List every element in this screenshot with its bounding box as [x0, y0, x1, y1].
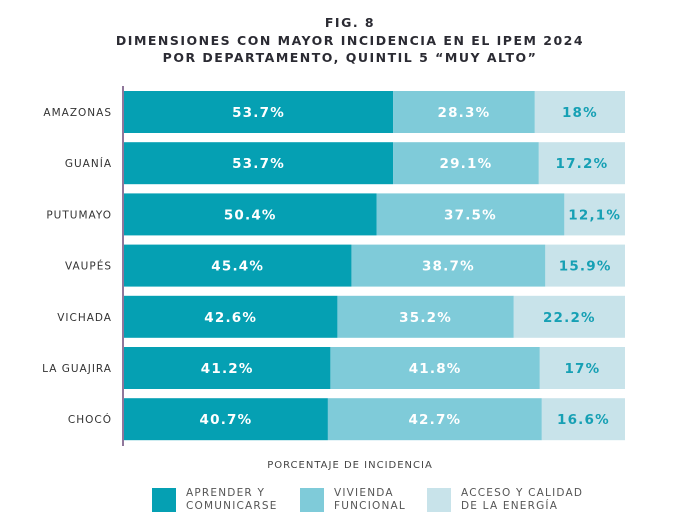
data-label: 28.3% — [438, 105, 491, 121]
bar-segment — [376, 193, 565, 236]
bar-segment — [124, 91, 394, 133]
data-label: 15.9% — [559, 259, 612, 275]
bar-segment — [330, 347, 540, 389]
category-label: CHOCÓ — [68, 413, 112, 426]
bar-segment — [393, 142, 539, 185]
legend-label: APRENDER Y — [186, 487, 266, 499]
bar-segment — [337, 295, 514, 338]
legend-label: VIVIENDA — [334, 487, 394, 499]
bar-segment — [327, 398, 542, 441]
category-label: VAUPÉS — [65, 260, 112, 273]
data-label: 37.5% — [444, 207, 497, 223]
bar-segment — [393, 91, 535, 133]
bar-segment — [538, 142, 625, 185]
data-label: 45.4% — [211, 259, 264, 275]
data-label: 29.1% — [440, 156, 493, 172]
legend-swatch — [152, 488, 176, 512]
legend-item-energia: ACCESO Y CALIDAD DE LA ENERGÍA — [427, 487, 621, 513]
chart-subtitle-line-1: DIMENSIONES CON MAYOR INCIDENCIA EN EL I… — [115, 33, 585, 48]
legend-swatch — [300, 488, 324, 512]
category-label: PUTUMAYO — [46, 209, 112, 221]
data-label: 53.7% — [232, 105, 285, 121]
bar-segment — [541, 398, 625, 441]
category-label: AMAZONAS — [43, 107, 112, 119]
data-label: 40.7% — [200, 412, 253, 428]
bar-segment — [351, 244, 546, 287]
category-label: LA GUAJIRA — [42, 363, 112, 375]
legend-label: ACCESO Y CALIDAD — [461, 487, 584, 499]
x-axis-label: PORCENTAJE DE INCIDENCIA — [267, 460, 433, 471]
data-label: 42.7% — [408, 412, 461, 428]
data-label: 17.2% — [555, 156, 608, 172]
bar-segment — [124, 295, 338, 338]
data-label: 38.7% — [422, 259, 475, 275]
data-label: 41.2% — [201, 361, 254, 377]
category-label: VICHADA — [57, 312, 112, 324]
data-label: 18% — [562, 105, 598, 121]
legend-item-vivienda: VIVIENDA FUNCIONAL — [300, 487, 464, 513]
data-label: 16.6% — [557, 412, 610, 428]
data-label: 12,1% — [568, 207, 621, 223]
category-label: GUANÍA — [65, 157, 112, 170]
bar-segment — [124, 244, 352, 287]
bar-segment — [513, 295, 625, 338]
bar-segment — [539, 347, 625, 389]
data-label: 53.7% — [232, 156, 285, 172]
legend-swatch — [427, 488, 451, 512]
legend-item-aprender: APRENDER Y COMUNICARSE — [152, 487, 316, 513]
bar-segment — [124, 398, 328, 441]
data-label: 41.8% — [409, 361, 462, 377]
legend-label: COMUNICARSE — [186, 500, 278, 512]
chart-subtitle-line-2: POR DEPARTAMENTO, QUINTIL 5 “MUY ALTO” — [162, 50, 538, 65]
legend-label: DE LA ENERGÍA — [461, 500, 559, 512]
data-label: 42.6% — [204, 310, 257, 326]
data-label: 50.4% — [224, 207, 277, 223]
chart-title: FIG. 8 — [324, 15, 376, 30]
data-label: 22.2% — [543, 310, 596, 326]
bar-segment — [124, 347, 331, 389]
data-label: 17% — [564, 361, 600, 377]
bar-segment — [534, 91, 625, 133]
bar-segment — [124, 142, 394, 185]
data-label: 35.2% — [399, 310, 452, 326]
bar-segment — [124, 193, 377, 236]
bar-segment — [564, 193, 625, 236]
legend-label: FUNCIONAL — [334, 500, 406, 512]
bar-segment — [545, 244, 625, 287]
